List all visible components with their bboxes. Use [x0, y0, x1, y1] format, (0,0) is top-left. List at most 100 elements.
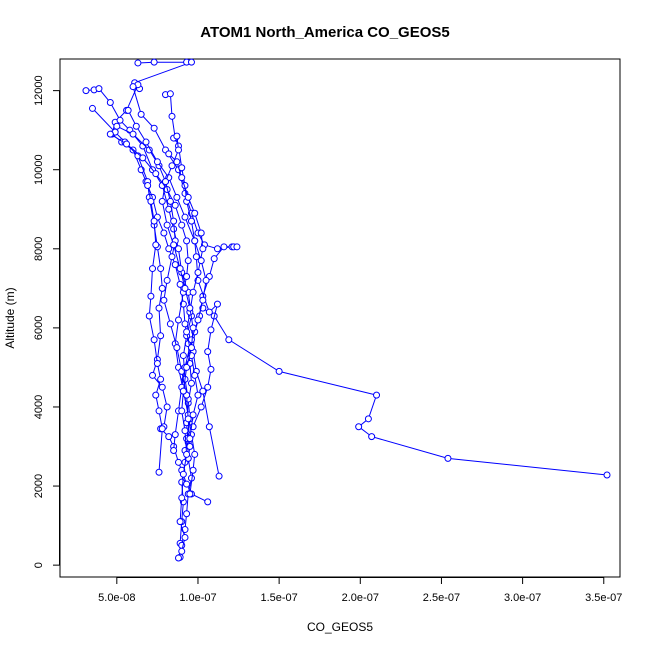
- data-point: [192, 253, 200, 261]
- plot-series: [82, 58, 611, 562]
- data-point: [207, 365, 215, 373]
- data-point: [152, 391, 160, 399]
- data-point: [199, 245, 207, 253]
- data-point: [170, 217, 178, 225]
- data-point: [129, 130, 137, 138]
- data-point: [153, 158, 161, 166]
- data-point: [179, 470, 187, 478]
- data-point: [178, 407, 186, 415]
- y-tick-label: 8000: [33, 237, 45, 261]
- data-point: [178, 547, 186, 555]
- data-point: [82, 87, 90, 95]
- data-point: [205, 423, 213, 431]
- data-point: [205, 308, 213, 316]
- data-point: [174, 146, 182, 154]
- data-point: [149, 265, 157, 273]
- y-tick-label: 12000: [33, 75, 45, 106]
- data-point: [355, 423, 363, 431]
- data-point: [178, 494, 186, 502]
- data-point: [215, 472, 223, 480]
- plot-area-frame: [59, 58, 621, 578]
- x-tick-label: 2.0e-07: [342, 592, 379, 604]
- data-point: [124, 106, 132, 114]
- y-tick-label: 10000: [33, 154, 45, 185]
- data-point: [191, 371, 199, 379]
- data-point: [275, 367, 283, 375]
- data-point: [199, 296, 207, 304]
- data-point: [603, 471, 611, 479]
- y-tick-label: 4000: [33, 395, 45, 419]
- data-point: [194, 316, 202, 324]
- data-point: [158, 284, 166, 292]
- data-point: [183, 272, 191, 280]
- data-point: [157, 375, 165, 383]
- data-point: [150, 336, 158, 344]
- data-point: [170, 446, 178, 454]
- data-point: [364, 415, 372, 423]
- data-point: [213, 300, 221, 308]
- data-point: [233, 243, 241, 251]
- y-axis-label: Altitude (m): [3, 287, 17, 348]
- data-point: [204, 383, 212, 391]
- x-tick-label: 3.0e-07: [504, 592, 541, 604]
- data-point: [152, 241, 160, 249]
- data-point: [176, 280, 184, 288]
- data-point: [181, 427, 189, 435]
- data-point: [123, 140, 131, 148]
- data-point: [106, 98, 114, 106]
- data-point: [368, 433, 376, 441]
- data-point: [181, 284, 189, 292]
- data-point: [95, 85, 103, 93]
- data-point: [202, 276, 210, 284]
- data-point: [179, 387, 187, 395]
- data-point: [199, 387, 207, 395]
- series-line-2: [85, 88, 193, 559]
- data-point: [157, 265, 165, 273]
- data-point: [176, 518, 184, 526]
- data-point: [181, 213, 189, 221]
- x-tick-label: 1.0e-07: [179, 592, 216, 604]
- data-point: [174, 316, 182, 324]
- data-point: [150, 124, 158, 132]
- data-point: [197, 229, 205, 237]
- data-point: [210, 255, 218, 263]
- data-point: [113, 122, 121, 130]
- data-point: [137, 110, 145, 118]
- data-point: [158, 197, 166, 205]
- x-tick-label: 2.5e-07: [423, 592, 460, 604]
- data-point: [213, 245, 221, 253]
- data-point: [144, 182, 152, 190]
- data-point: [168, 162, 176, 170]
- data-point: [155, 407, 163, 415]
- series-line-4: [202, 307, 608, 476]
- x-tick-label: 1.5e-07: [260, 592, 297, 604]
- x-axis: 5.0e-08 1.0e-07 1.5e-07 2.0e-07 2.5e-07 3.0e-…: [98, 577, 622, 604]
- data-point: [132, 122, 140, 130]
- data-point: [160, 296, 168, 304]
- data-point: [189, 324, 197, 332]
- chart-title: ATOM1 North_America CO_GEOS5: [200, 24, 450, 41]
- data-point: [179, 352, 187, 360]
- data-point: [134, 59, 142, 67]
- data-point: [186, 490, 194, 498]
- data-point: [183, 480, 191, 488]
- data-point: [178, 174, 186, 182]
- data-point: [173, 132, 181, 140]
- data-point: [166, 197, 174, 205]
- data-point: [163, 221, 171, 229]
- data-point: [160, 229, 168, 237]
- data-point: [183, 328, 191, 336]
- data-point: [129, 83, 137, 91]
- data-point: [189, 466, 197, 474]
- data-point: [165, 433, 173, 441]
- data-point: [176, 265, 184, 273]
- data-point: [171, 431, 179, 439]
- data-point: [183, 510, 191, 518]
- series-line-7: [110, 133, 196, 495]
- data-point: [183, 363, 191, 371]
- data-point: [178, 221, 186, 229]
- data-point: [158, 425, 166, 433]
- data-point: [194, 391, 202, 399]
- data-point: [88, 104, 96, 112]
